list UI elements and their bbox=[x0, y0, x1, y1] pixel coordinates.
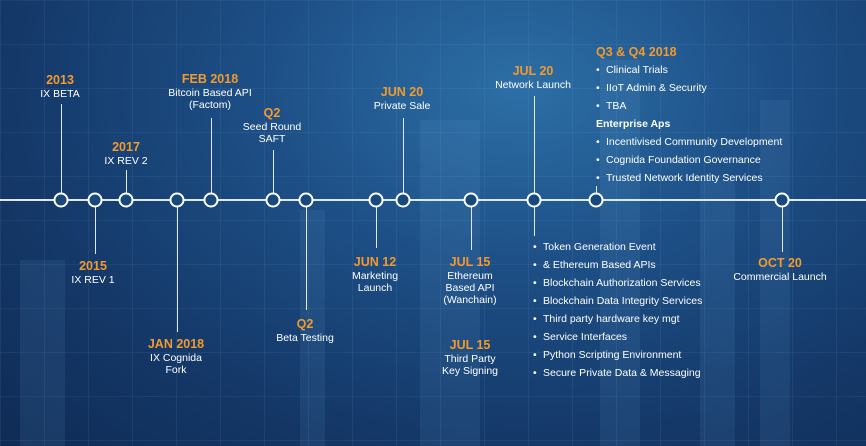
milestone-q3q4-date: Q3 & Q4 2018 bbox=[596, 45, 677, 59]
milestone-desc: Beta Testing bbox=[276, 332, 334, 344]
milestone-desc: Fork bbox=[165, 364, 187, 376]
milestone-desc: Based API bbox=[445, 282, 495, 294]
milestone-date: Q2 bbox=[263, 106, 281, 120]
milestone-q2-seed: Q2 Seed Round SAFT bbox=[243, 106, 301, 145]
stem-q2-seed bbox=[273, 150, 274, 194]
node-2013 bbox=[53, 192, 69, 208]
milestone-date: 2015 bbox=[79, 259, 107, 273]
milestone-desc: (Wanchain) bbox=[443, 294, 497, 306]
node-2017 bbox=[118, 192, 134, 208]
milestone-2013: 2013 IX BETA bbox=[40, 73, 79, 100]
list-item: Blockchain Authorization Services bbox=[533, 274, 702, 292]
milestone-desc: IX Cognida bbox=[150, 352, 202, 364]
list-item: Service Interfaces bbox=[533, 328, 702, 346]
node-jul20 bbox=[526, 192, 542, 208]
milestone-desc: Commercial Launch bbox=[733, 271, 827, 283]
list-item: Third party hardware key mgt bbox=[533, 310, 702, 328]
milestone-date: JUN 12 bbox=[353, 255, 397, 269]
milestone-desc: Network Launch bbox=[495, 79, 571, 91]
stem-2017 bbox=[126, 170, 127, 194]
milestone-jul15-keysigning: JUL 15 Third Party Key Signing bbox=[442, 338, 498, 377]
list-item: Blockchain Data Integrity Services bbox=[533, 292, 702, 310]
list-item: Incentivised Community Development bbox=[596, 133, 782, 151]
milestone-date: 2013 bbox=[46, 73, 74, 87]
list-item: IIoT Admin & Security bbox=[596, 79, 782, 97]
node-jun12 bbox=[368, 192, 384, 208]
node-2015 bbox=[87, 192, 103, 208]
node-q2-beta bbox=[298, 192, 314, 208]
stem-oct20 bbox=[782, 206, 783, 252]
milestone-date: JUN 20 bbox=[380, 85, 424, 99]
milestone-desc: Ethereum bbox=[447, 270, 493, 282]
milestone-desc: Key Signing bbox=[441, 365, 499, 377]
milestone-jul15-ethereum: JUL 15 Ethereum Based API (Wanchain) bbox=[443, 255, 496, 306]
list-item: & Ethereum Based APIs bbox=[533, 256, 702, 274]
milestone-date: JAN 2018 bbox=[147, 337, 205, 351]
node-feb2018 bbox=[203, 192, 219, 208]
milestone-date: Q2 bbox=[296, 317, 314, 331]
stem-jul20 bbox=[534, 96, 535, 194]
enterprise-heading: Enterprise Aps bbox=[596, 118, 671, 130]
milestone-date: JUL 15 bbox=[449, 255, 491, 269]
list-item: Cognida Foundation Governance bbox=[596, 151, 782, 169]
stem-jun12 bbox=[376, 206, 377, 248]
milestone-date: JUL 20 bbox=[512, 64, 554, 78]
list-item: Token Generation Event bbox=[533, 238, 702, 256]
milestone-desc: SAFT bbox=[258, 133, 286, 145]
node-jul15 bbox=[463, 192, 479, 208]
list-item: TBA bbox=[596, 97, 782, 115]
stem-2013 bbox=[61, 104, 62, 194]
milestone-jul20: JUL 20 Network Launch bbox=[495, 64, 571, 91]
milestone-desc: Launch bbox=[357, 282, 393, 294]
milestone-desc: Seed Round bbox=[242, 121, 302, 133]
milestone-feb2018: FEB 2018 Bitcoin Based API (Factom) bbox=[168, 72, 251, 111]
milestone-desc: IX BETA bbox=[40, 88, 80, 100]
node-jan2018 bbox=[169, 192, 185, 208]
list-item: Secure Private Data & Messaging bbox=[533, 364, 702, 382]
milestone-desc: Private Sale bbox=[373, 100, 431, 112]
q3q4-list: Clinical Trials IIoT Admin & Security TB… bbox=[596, 61, 782, 187]
milestone-jun20: JUN 20 Private Sale bbox=[374, 85, 431, 112]
list-item: Clinical Trials bbox=[596, 61, 782, 79]
stem-q2-beta bbox=[306, 206, 307, 310]
milestone-desc: Bitcoin Based API bbox=[168, 87, 252, 99]
node-q2-seed bbox=[265, 192, 281, 208]
list-item: Trusted Network Identity Services bbox=[596, 169, 782, 187]
stem-jan2018 bbox=[177, 206, 178, 332]
stem-jul20-down bbox=[534, 206, 535, 236]
node-q3q4 bbox=[588, 192, 604, 208]
list-item: Python Scripting Environment bbox=[533, 346, 702, 364]
milestone-jan2018: JAN 2018 IX Cognida Fork bbox=[148, 337, 204, 376]
milestone-date: FEB 2018 bbox=[181, 72, 239, 86]
stem-feb2018 bbox=[211, 118, 212, 194]
node-jun20 bbox=[395, 192, 411, 208]
stem-jun20 bbox=[403, 118, 404, 194]
milestone-date: JUL 15 bbox=[449, 338, 491, 352]
milestone-date: OCT 20 bbox=[758, 256, 802, 270]
milestone-q2-beta: Q2 Beta Testing bbox=[276, 317, 334, 344]
stem-2015 bbox=[95, 206, 96, 254]
milestone-desc: (Factom) bbox=[189, 99, 231, 111]
milestone-desc: IX REV 2 bbox=[104, 155, 148, 167]
node-oct20 bbox=[774, 192, 790, 208]
milestone-desc: Marketing bbox=[351, 270, 399, 282]
milestone-2017: 2017 IX REV 2 bbox=[104, 140, 147, 167]
milestone-jun12: JUN 12 Marketing Launch bbox=[352, 255, 398, 294]
stem-q3q4 bbox=[596, 186, 597, 194]
milestone-desc: IX REV 1 bbox=[71, 274, 115, 286]
stem-jul15 bbox=[471, 206, 472, 250]
milestone-desc: Third Party bbox=[444, 353, 496, 365]
timeline-axis bbox=[0, 199, 866, 201]
jul20-list: Token Generation Event & Ethereum Based … bbox=[533, 238, 702, 382]
milestone-date: 2017 bbox=[112, 140, 140, 154]
milestone-2015: 2015 IX REV 1 bbox=[71, 259, 114, 286]
milestone-oct20: OCT 20 Commercial Launch bbox=[733, 256, 826, 283]
